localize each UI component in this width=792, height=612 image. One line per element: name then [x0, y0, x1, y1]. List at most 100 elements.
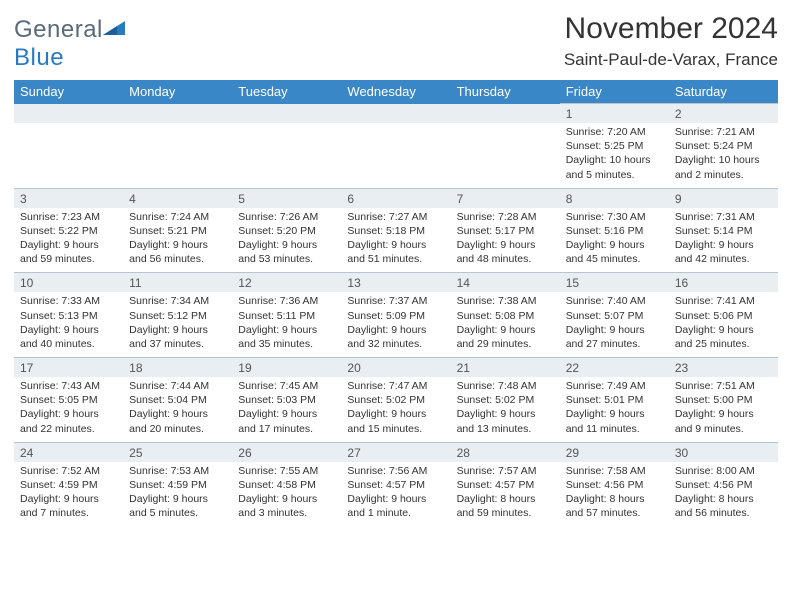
sunrise-text: Sunrise: 7:27 AM [347, 210, 444, 224]
date-body-cell: Sunrise: 8:00 AMSunset: 4:56 PMDaylight:… [669, 462, 778, 527]
sunrise-text: Sunrise: 7:31 AM [675, 210, 772, 224]
sunrise-text: Sunrise: 7:37 AM [347, 294, 444, 308]
date-body-cell: Sunrise: 7:45 AMSunset: 5:03 PMDaylight:… [232, 377, 341, 442]
sunset-text: Sunset: 5:02 PM [347, 393, 444, 407]
daylight-text: Daylight: 9 hours and 40 minutes. [20, 323, 117, 351]
sunset-text: Sunset: 5:18 PM [347, 224, 444, 238]
date-body-row: Sunrise: 7:52 AMSunset: 4:59 PMDaylight:… [14, 462, 778, 527]
daylight-text: Daylight: 9 hours and 7 minutes. [20, 492, 117, 520]
sunrise-text: Sunrise: 7:44 AM [129, 379, 226, 393]
date-body-cell: Sunrise: 7:30 AMSunset: 5:16 PMDaylight:… [560, 208, 669, 273]
sunset-text: Sunset: 5:07 PM [566, 309, 663, 323]
sunset-text: Sunset: 4:57 PM [457, 478, 554, 492]
date-number-row: 12 [14, 104, 778, 124]
daylight-text: Daylight: 8 hours and 59 minutes. [457, 492, 554, 520]
sunset-text: Sunset: 5:00 PM [675, 393, 772, 407]
sunset-text: Sunset: 4:59 PM [20, 478, 117, 492]
date-number-cell: 30 [669, 442, 778, 462]
date-number-row: 17181920212223 [14, 358, 778, 378]
date-body-cell [14, 123, 123, 188]
sunset-text: Sunset: 4:59 PM [129, 478, 226, 492]
day-header: Thursday [451, 80, 560, 104]
date-body-cell: Sunrise: 7:57 AMSunset: 4:57 PMDaylight:… [451, 462, 560, 527]
logo-triangle-icon [103, 16, 125, 34]
sunrise-text: Sunrise: 7:49 AM [566, 379, 663, 393]
daylight-text: Daylight: 9 hours and 29 minutes. [457, 323, 554, 351]
date-body-cell: Sunrise: 7:40 AMSunset: 5:07 PMDaylight:… [560, 292, 669, 357]
day-header: Wednesday [341, 80, 450, 104]
day-header: Sunday [14, 80, 123, 104]
date-body-cell: Sunrise: 7:52 AMSunset: 4:59 PMDaylight:… [14, 462, 123, 527]
date-body-cell [232, 123, 341, 188]
date-body-cell: Sunrise: 7:24 AMSunset: 5:21 PMDaylight:… [123, 208, 232, 273]
date-number-row: 10111213141516 [14, 273, 778, 293]
day-header: Friday [560, 80, 669, 104]
sunrise-text: Sunrise: 7:45 AM [238, 379, 335, 393]
sunrise-text: Sunrise: 7:47 AM [347, 379, 444, 393]
sunset-text: Sunset: 5:25 PM [566, 139, 663, 153]
date-body-cell: Sunrise: 7:26 AMSunset: 5:20 PMDaylight:… [232, 208, 341, 273]
daylight-text: Daylight: 9 hours and 53 minutes. [238, 238, 335, 266]
date-number-cell: 16 [669, 273, 778, 293]
date-number-cell: 25 [123, 442, 232, 462]
sunrise-text: Sunrise: 7:20 AM [566, 125, 663, 139]
logo-text-blue: Blue [14, 44, 64, 71]
calendar-table: Sunday Monday Tuesday Wednesday Thursday… [14, 80, 778, 526]
sunset-text: Sunset: 5:08 PM [457, 309, 554, 323]
date-number-cell [14, 104, 123, 124]
sunset-text: Sunset: 5:06 PM [675, 309, 772, 323]
daylight-text: Daylight: 9 hours and 32 minutes. [347, 323, 444, 351]
header: GeneralBlue November 2024 Saint-Paul-de-… [14, 12, 778, 72]
date-body-cell: Sunrise: 7:43 AMSunset: 5:05 PMDaylight:… [14, 377, 123, 442]
daylight-text: Daylight: 9 hours and 3 minutes. [238, 492, 335, 520]
sunset-text: Sunset: 4:56 PM [675, 478, 772, 492]
daylight-text: Daylight: 9 hours and 56 minutes. [129, 238, 226, 266]
sunrise-text: Sunrise: 7:24 AM [129, 210, 226, 224]
sunset-text: Sunset: 5:12 PM [129, 309, 226, 323]
sunrise-text: Sunrise: 7:28 AM [457, 210, 554, 224]
day-header: Saturday [669, 80, 778, 104]
date-body-cell: Sunrise: 7:37 AMSunset: 5:09 PMDaylight:… [341, 292, 450, 357]
date-number-cell: 15 [560, 273, 669, 293]
logo-text: GeneralBlue [14, 16, 125, 72]
date-number-row: 24252627282930 [14, 442, 778, 462]
daylight-text: Daylight: 9 hours and 37 minutes. [129, 323, 226, 351]
date-number-cell: 6 [341, 188, 450, 208]
date-body-row: Sunrise: 7:20 AMSunset: 5:25 PMDaylight:… [14, 123, 778, 188]
sunrise-text: Sunrise: 7:21 AM [675, 125, 772, 139]
date-body-cell: Sunrise: 7:48 AMSunset: 5:02 PMDaylight:… [451, 377, 560, 442]
date-number-cell: 22 [560, 358, 669, 378]
sunset-text: Sunset: 5:13 PM [20, 309, 117, 323]
month-title: November 2024 [564, 12, 778, 46]
sunset-text: Sunset: 5:20 PM [238, 224, 335, 238]
daylight-text: Daylight: 9 hours and 11 minutes. [566, 407, 663, 435]
date-number-cell: 1 [560, 104, 669, 124]
sunrise-text: Sunrise: 7:23 AM [20, 210, 117, 224]
date-number-cell: 9 [669, 188, 778, 208]
date-number-cell: 28 [451, 442, 560, 462]
sunrise-text: Sunrise: 7:34 AM [129, 294, 226, 308]
date-number-cell: 24 [14, 442, 123, 462]
date-number-cell: 27 [341, 442, 450, 462]
sunrise-text: Sunrise: 7:58 AM [566, 464, 663, 478]
sunrise-text: Sunrise: 7:57 AM [457, 464, 554, 478]
day-header: Monday [123, 80, 232, 104]
daylight-text: Daylight: 9 hours and 51 minutes. [347, 238, 444, 266]
date-number-cell: 11 [123, 273, 232, 293]
date-number-cell [123, 104, 232, 124]
daylight-text: Daylight: 8 hours and 57 minutes. [566, 492, 663, 520]
day-header-row: Sunday Monday Tuesday Wednesday Thursday… [14, 80, 778, 104]
sunrise-text: Sunrise: 7:56 AM [347, 464, 444, 478]
sunrise-text: Sunrise: 7:51 AM [675, 379, 772, 393]
sunset-text: Sunset: 5:09 PM [347, 309, 444, 323]
sunset-text: Sunset: 4:58 PM [238, 478, 335, 492]
date-number-cell: 3 [14, 188, 123, 208]
sunset-text: Sunset: 5:22 PM [20, 224, 117, 238]
sunrise-text: Sunrise: 7:40 AM [566, 294, 663, 308]
date-number-cell [341, 104, 450, 124]
date-number-cell: 2 [669, 104, 778, 124]
location: Saint-Paul-de-Varax, France [564, 50, 778, 70]
daylight-text: Daylight: 9 hours and 13 minutes. [457, 407, 554, 435]
date-number-cell: 26 [232, 442, 341, 462]
date-body-cell [451, 123, 560, 188]
